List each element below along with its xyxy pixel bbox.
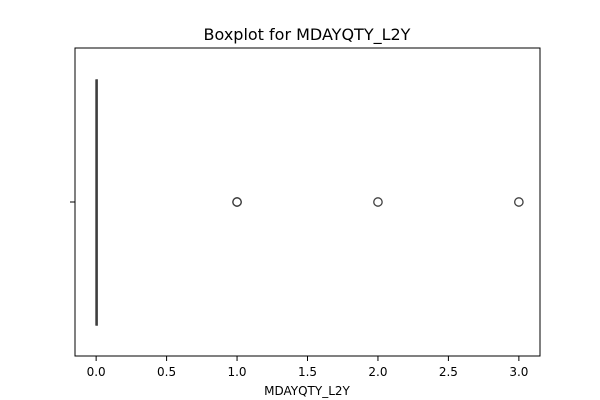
x-tick-label: 2.0 (368, 365, 387, 379)
outlier-point (514, 197, 524, 207)
outlier-point (373, 197, 383, 207)
box-group (95, 79, 98, 326)
outlier-points (232, 197, 524, 207)
plot-area-frame (74, 47, 541, 357)
x-axis-label: MDAYQTY_L2Y (264, 384, 350, 398)
x-tick-label: 2.5 (439, 365, 458, 379)
x-tick-label: 0.0 (87, 365, 106, 379)
chart-title: Boxplot for MDAYQTY_L2Y (204, 25, 411, 45)
x-tick-label: 0.5 (157, 365, 176, 379)
x-tick-label: 3.0 (509, 365, 528, 379)
outlier-point (232, 197, 242, 207)
x-tick-label: 1.0 (227, 365, 246, 379)
x-axis-ticks: 0.0 0.5 1.0 1.5 2.0 2.5 3.0 (87, 356, 528, 379)
x-tick-label: 1.5 (298, 365, 317, 379)
